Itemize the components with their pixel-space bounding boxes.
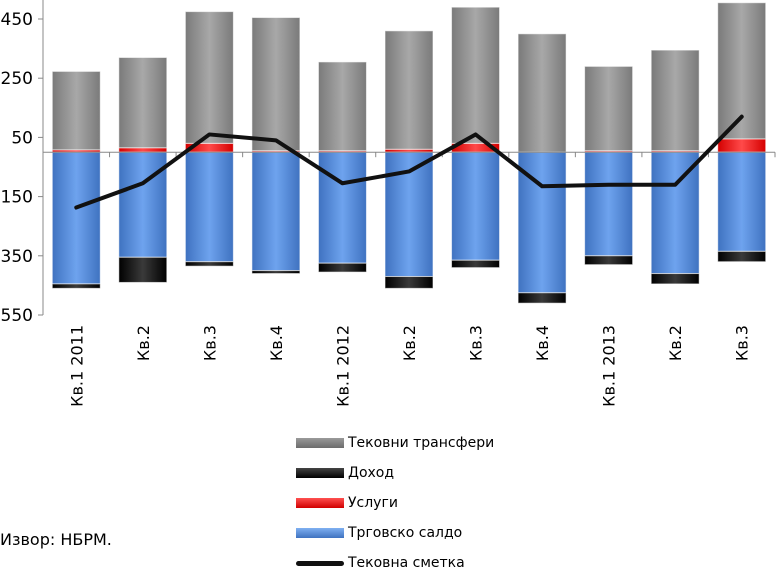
legend: Тековни трансфери Доход Услуги Трговско …: [296, 428, 494, 578]
bar-trade: [317, 151, 367, 264]
tick-labels: 450 250 50 -150 -350 -550 Кв.1 2011 Кв.2 Кв.3 Кв.…: [0, 10, 752, 407]
bar-trade: [51, 151, 101, 285]
bar-transfers: [184, 11, 234, 144]
bar-transfers: [51, 70, 101, 151]
bar-transfers: [650, 49, 700, 152]
bar-services: [118, 147, 168, 153]
bar-income: [118, 256, 168, 283]
bar-transfers: [517, 33, 567, 153]
bar-trade: [184, 151, 234, 263]
legend-swatch-services: [296, 498, 344, 508]
bar-income: [184, 261, 234, 267]
x-tick-label: Кв.2: [666, 325, 685, 361]
x-tick-label: Кв.2: [400, 325, 419, 361]
legend-label: Услуги: [348, 495, 398, 511]
line-current-account: [74, 114, 744, 210]
x-tick-label: Кв.1 2012: [333, 325, 352, 407]
bar-trade: [251, 151, 301, 272]
y-tick-label: 250: [1, 69, 33, 89]
bar-trade: [717, 151, 767, 252]
bar-income: [384, 276, 434, 289]
legend-swatch-transfers: [296, 438, 344, 448]
bar-trade: [584, 151, 634, 257]
bar-income: [451, 259, 501, 269]
legend-item-trade: Трговско салдо: [296, 518, 494, 548]
y-tick-label: 450: [1, 10, 33, 30]
x-tick-label: Кв.3: [733, 325, 752, 361]
bar-income: [517, 292, 567, 304]
y-tick-label: -150: [0, 188, 33, 208]
x-tick-label: Кв.4: [267, 325, 286, 361]
x-tick-label: Кв.3: [200, 325, 219, 361]
axes: [38, 0, 776, 316]
legend-item-services: Услуги: [296, 488, 494, 518]
legend-swatch-current-account: [296, 560, 344, 566]
x-tick-label: Кв.1 2013: [600, 325, 619, 407]
x-tick-label: Кв.3: [467, 325, 486, 361]
legend-label: Тековна сметка: [348, 555, 465, 571]
y-tick-label: -350: [0, 247, 33, 267]
bar-transfers: [118, 56, 168, 149]
bar-income: [317, 262, 367, 273]
bar-transfers: [317, 61, 367, 152]
bar-transfers: [451, 6, 501, 144]
current-account-line: [74, 114, 744, 210]
legend-item-transfers: Тековни трансфери: [296, 428, 494, 458]
bar-income: [717, 250, 767, 263]
source-note: Извор: НБРМ.: [0, 530, 112, 549]
bar-income: [650, 273, 700, 285]
bar-income: [251, 270, 301, 275]
bar-transfers: [584, 65, 634, 152]
bar-trade: [118, 151, 168, 258]
bar-transfers: [251, 17, 301, 152]
bar-income: [51, 283, 101, 289]
legend-swatch-income: [296, 468, 344, 478]
legend-label: Трговско салдо: [348, 525, 463, 541]
legend-item-income: Доход: [296, 458, 494, 488]
x-tick-label: Кв.4: [533, 325, 552, 361]
bar-transfers: [384, 30, 434, 150]
bar-group: [51, 2, 767, 304]
y-tick-label: 50: [11, 128, 33, 148]
x-tick-label: Кв.2: [134, 325, 153, 361]
x-tick-label: Кв.1 2011: [67, 325, 86, 407]
legend-label: Доход: [348, 465, 395, 481]
legend-swatch-trade: [296, 528, 344, 538]
bar-services: [717, 138, 767, 153]
bar-income: [584, 255, 634, 266]
legend-label: Тековни трансфери: [348, 435, 495, 451]
y-tick-label: -550: [0, 306, 33, 326]
legend-item-current-account: Тековна сметка: [296, 548, 494, 578]
bar-trade: [451, 151, 501, 261]
